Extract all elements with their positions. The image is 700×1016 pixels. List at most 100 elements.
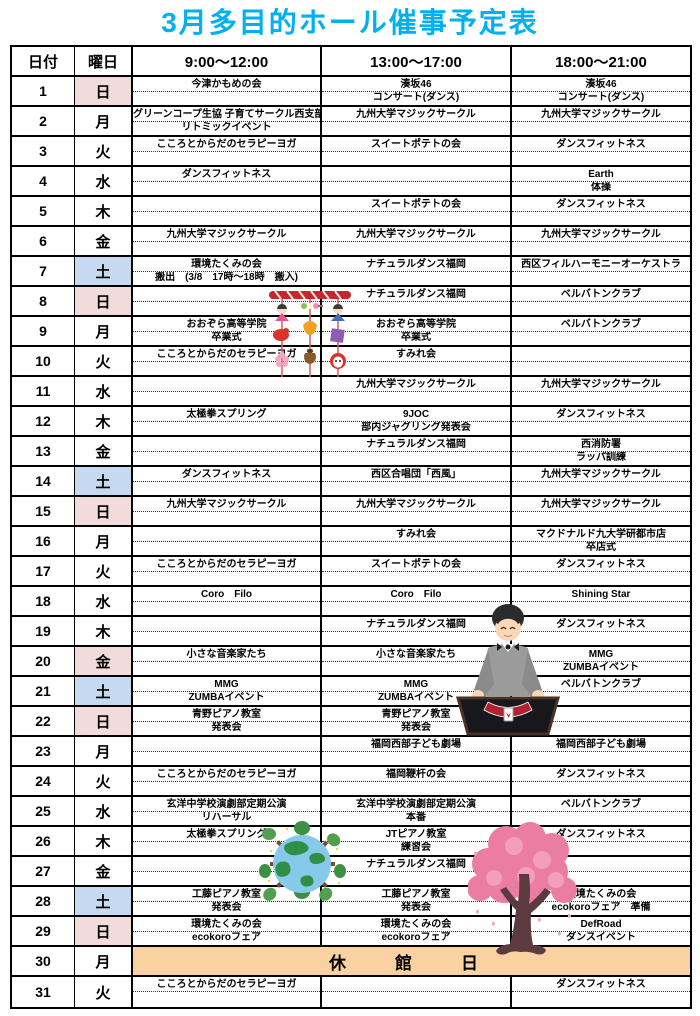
event-line-1 — [133, 527, 320, 542]
event-line-2 — [133, 392, 320, 404]
event-line-2 — [322, 272, 510, 284]
event-line-1 — [512, 857, 690, 872]
event-line-1: 九州大学マジックサークル — [322, 497, 510, 512]
date-cell: 5 — [12, 197, 75, 225]
event-cell: こころとからだのセラピーヨガ — [133, 767, 322, 795]
date-cell: 9 — [12, 317, 75, 345]
event-cell: こころとからだのセラピーヨガ — [133, 347, 322, 375]
event-line-1: ダンスフィットネス — [512, 827, 690, 842]
event-cell: 小さな音楽家たち — [322, 647, 512, 675]
event-cell — [133, 527, 322, 555]
event-line-1 — [133, 377, 320, 392]
day-cell: 火 — [75, 767, 133, 795]
event-line-1: こころとからだのセラピーヨガ — [133, 977, 320, 992]
event-line-1: 九州大学マジックサークル — [512, 377, 690, 392]
event-line-2 — [133, 482, 320, 494]
event-cell: 太極拳スプリング — [133, 827, 322, 855]
date-cell: 12 — [12, 407, 75, 435]
event-cell: ダンスフィットネス — [512, 767, 690, 795]
event-cell — [133, 737, 322, 765]
day-cell: 土 — [75, 467, 133, 495]
event-cell — [133, 287, 322, 315]
event-line-1: Coro Filo — [322, 587, 510, 602]
event-line-1: 9JOC — [322, 407, 510, 422]
date-cell: 3 — [12, 137, 75, 165]
day-cell: 火 — [75, 557, 133, 585]
event-cell: 九州大学マジックサークル — [512, 497, 690, 525]
event-cell: 西区フィルハーモニーオーケストラ — [512, 257, 690, 285]
event-line-2 — [512, 482, 690, 494]
event-cell — [512, 347, 690, 375]
event-line-1: ダンスフィットネス — [133, 467, 320, 482]
date-cell: 1 — [12, 77, 75, 105]
date-cell: 20 — [12, 647, 75, 675]
event-line-1: Coro Filo — [133, 587, 320, 602]
event-line-2 — [322, 452, 510, 464]
header-evening: 18:00～21:00 — [555, 53, 647, 71]
event-cell: スイートポテトの会 — [322, 197, 512, 225]
event-cell: 工藤ピアノ教室 発表会 — [322, 887, 512, 915]
event-line-1: 九州大学マジックサークル — [322, 227, 510, 242]
event-line-2 — [512, 422, 690, 434]
table-row: 30 月休 館 日 — [12, 947, 690, 977]
event-line-2 — [512, 602, 690, 614]
event-line-1: 西消防署 — [512, 437, 690, 452]
event-line-2 — [322, 482, 510, 494]
event-line-1: 九州大学マジックサークル — [512, 497, 690, 512]
event-line-2: ZUMBAイベント — [188, 692, 265, 703]
event-line-1: 湊坂46 — [322, 77, 510, 92]
event-line-1: すみれ会 — [322, 347, 510, 362]
date-cell: 15 — [12, 497, 75, 525]
event-line-2 — [512, 152, 690, 164]
event-cell: 西消防署 ラッパ訓練 — [512, 437, 690, 465]
event-line-2 — [133, 242, 320, 254]
event-cell: 九州大学マジックサークル — [322, 107, 512, 135]
event-line-2: 発表会 — [211, 722, 242, 733]
event-line-2 — [133, 752, 320, 764]
event-line-1: ナチュラルダンス福岡 — [322, 857, 510, 872]
event-line-1: 九州大学マジックサークル — [322, 107, 510, 122]
event-line-2: コンサート(ダンス) — [372, 92, 460, 103]
event-line-2 — [133, 842, 320, 854]
event-line-1: ダンスフィットネス — [512, 407, 690, 422]
event-line-1: スイートポテトの会 — [322, 197, 510, 212]
event-line-2 — [512, 122, 690, 134]
day-cell: 土 — [75, 887, 133, 915]
event-line-2 — [133, 542, 320, 554]
header-morning: 9:00～12:00 — [133, 47, 322, 75]
event-cell — [133, 197, 322, 225]
date-cell: 2 — [12, 107, 75, 135]
table-row: 8 日 ナチュラルダンス福岡 ベルバトンクラブ — [12, 287, 690, 317]
table-row: 29 日環境たくみの会 ecokoroフェア 環境たくみの会 ecokoroフェア Def… — [12, 917, 690, 947]
event-line-2 — [512, 782, 690, 794]
event-cell: 九州大学マジックサークル — [322, 497, 512, 525]
date-cell: 18 — [12, 587, 75, 615]
event-cell — [322, 977, 512, 1007]
event-line-1: ベルバトンクラブ — [512, 317, 690, 332]
day-cell: 月 — [75, 947, 133, 975]
event-line-1: 太極拳スプリング — [133, 407, 320, 422]
day-cell: 水 — [75, 167, 133, 195]
event-line-2: 卒業式 — [211, 332, 242, 343]
day-cell: 日 — [75, 917, 133, 945]
event-line-1: DefRoad — [512, 917, 690, 932]
event-line-2: ecokoroフェア 準備 — [551, 902, 651, 913]
table-row: 22 日青野ピアノ教室 発表会 青野ピアノ教室 発表会 — [12, 707, 690, 737]
event-line-2 — [322, 392, 510, 404]
event-line-2 — [322, 242, 510, 254]
date-cell: 16 — [12, 527, 75, 555]
event-line-1: 西区フィルハーモニーオーケストラ — [512, 257, 690, 272]
event-line-1: JTピアノ教室 — [322, 827, 510, 842]
event-line-2 — [512, 842, 690, 854]
event-cell: ナチュラルダンス福岡 — [322, 617, 512, 645]
event-line-1: ダンスフィットネス — [512, 767, 690, 782]
event-line-1: 環境たくみの会 — [512, 887, 690, 902]
event-line-1: ダンスフィットネス — [133, 167, 320, 182]
event-line-1: MMG — [133, 677, 320, 692]
day-cell: 日 — [75, 287, 133, 315]
table-row: 7 土環境たくみの会 搬出 (3/8 17時～18時 搬入) ナチュラルダンス福岡 西区… — [12, 257, 690, 287]
event-line-2 — [512, 722, 690, 734]
event-cell: ダンスフィットネス — [512, 197, 690, 225]
event-line-1: ダンスフィットネス — [512, 977, 690, 992]
event-cell: 環境たくみの会 搬出 (3/8 17時～18時 搬入) — [133, 257, 322, 285]
